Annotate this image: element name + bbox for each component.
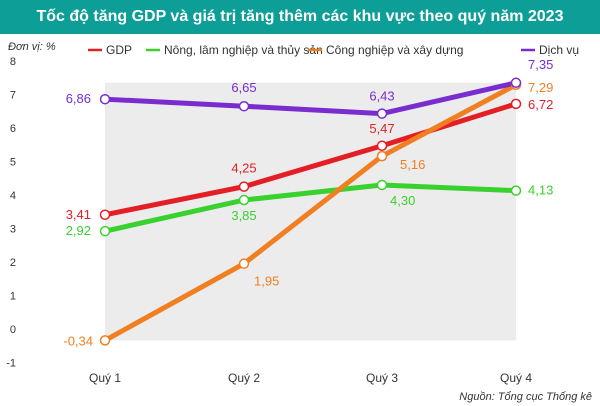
data-label: 2,92 [66,223,91,238]
y-tick-label: 2 [10,257,16,269]
legend-item: Nông, lâm nghiệp và thủy sản [164,43,323,57]
data-point [99,93,111,105]
data-label: 3,41 [66,207,91,222]
y-tick-label: 7 [10,90,16,102]
y-tick-label: 3 [10,224,16,236]
y-tick-label: -1 [6,358,16,370]
y-tick-label: 4 [10,190,16,202]
series-line [102,101,519,218]
title-bar [0,0,600,34]
data-label: -0,34 [63,333,93,348]
data-label: 6,65 [231,80,256,95]
data-label: 7,35 [528,57,553,72]
data-point [510,77,522,89]
y-tick-label: 5 [10,157,16,169]
y-tick-label: 6 [10,123,16,135]
data-label: 4,25 [231,161,256,176]
data-point [99,209,111,221]
legend-item: GDP [106,43,132,57]
y-tick-label: 0 [10,324,16,336]
x-tick-label: Quý 4 [500,371,532,385]
data-point [510,185,522,196]
data-label: 6,86 [66,91,91,106]
data-point [376,179,388,191]
data-label: 6,43 [369,89,394,104]
y-tick-label: 8 [10,56,16,68]
data-point [238,181,250,192]
x-tick-label: Quý 3 [366,371,398,385]
x-tick-label: Quý 1 [89,371,121,385]
data-label: 6,72 [528,97,553,112]
series-line [102,80,519,117]
data-point [510,98,522,110]
data-label: 5,47 [369,121,394,136]
data-point [99,225,111,237]
data-point [238,194,250,206]
data-label: 3,85 [231,208,256,223]
data-label: 1,95 [254,274,279,289]
legend-item: Dịch vụ [539,43,579,57]
data-point [238,258,250,269]
data-point [376,108,388,119]
y-tick-label: 1 [10,291,16,303]
series-line [102,182,519,234]
x-tick-label: Quý 2 [228,371,260,385]
chart-title: Tốc độ tăng GDP và giá trị tăng thêm các… [36,8,564,25]
unit-label: Đơn vị: % [8,41,56,53]
data-point [376,150,388,162]
data-label: 4,30 [390,193,415,208]
legend-item: Công nghiệp và xây dựng [326,43,463,57]
data-label: 7,29 [528,80,553,95]
data-label: 5,16 [400,157,425,172]
data-label: 4,13 [528,183,553,198]
data-point [99,335,111,346]
data-point [238,100,250,112]
data-point [376,140,388,152]
source-note: Nguồn: Tổng cục Thống kê [459,391,592,403]
series-line [102,82,519,343]
